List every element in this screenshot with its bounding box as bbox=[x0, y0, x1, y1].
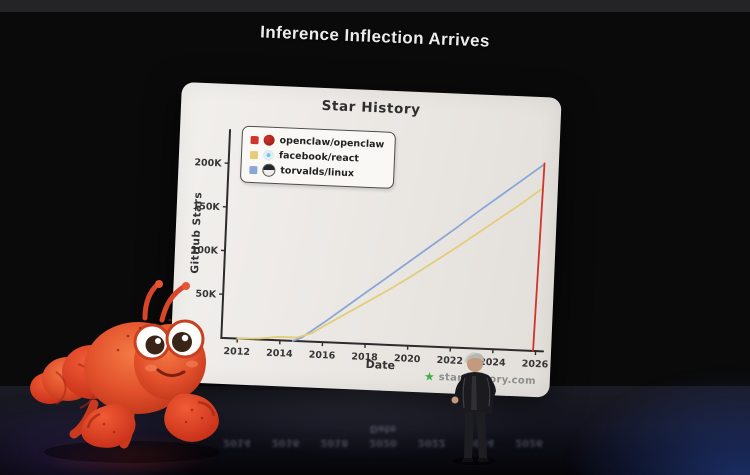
lobster-reflection bbox=[40, 438, 220, 474]
openclaw-avatar-icon bbox=[263, 134, 275, 146]
video-frame-strip bbox=[0, 0, 750, 12]
react-avatar-icon bbox=[262, 149, 275, 161]
floor-sheen bbox=[170, 390, 570, 460]
axes-spines bbox=[220, 129, 545, 353]
slide-heading: Inference Inflection Arrives bbox=[259, 22, 491, 51]
svg-text:2016: 2016 bbox=[309, 350, 336, 362]
svg-text:2018: 2018 bbox=[351, 351, 378, 363]
svg-text:2012: 2012 bbox=[223, 346, 250, 358]
svg-text:2020: 2020 bbox=[394, 353, 421, 365]
series-swatch-yellow bbox=[249, 150, 259, 159]
chart-svg: 2012 2014 2016 2018 2020 2022 2024 2026 50K 100K 1… bbox=[191, 129, 549, 371]
series-swatch-blue bbox=[249, 165, 258, 174]
svg-text:150K: 150K bbox=[192, 201, 220, 213]
svg-text:2022: 2022 bbox=[436, 355, 463, 367]
series-swatch-red bbox=[250, 135, 259, 144]
tux-penguin-avatar-icon bbox=[262, 163, 276, 177]
svg-text:50K: 50K bbox=[195, 289, 217, 301]
star-history-logo-icon: ★ bbox=[423, 369, 436, 384]
svg-text:2014: 2014 bbox=[266, 348, 293, 360]
svg-text:2024: 2024 bbox=[479, 357, 506, 369]
legend-label: facebook/react bbox=[278, 150, 360, 165]
chart-legend: openclaw/openclaw facebook/react torvald… bbox=[239, 125, 396, 189]
svg-text:200K: 200K bbox=[194, 157, 222, 169]
presenter-silhouette-icon bbox=[451, 352, 496, 465]
svg-text:2026: 2026 bbox=[522, 358, 549, 370]
cartoon-lobster-icon bbox=[30, 280, 220, 463]
legend-label: torvalds/linux bbox=[280, 165, 355, 180]
presentation-slide: Star History openclaw/openclaw facebook/… bbox=[169, 82, 562, 398]
svg-text:100K: 100K bbox=[191, 245, 219, 257]
